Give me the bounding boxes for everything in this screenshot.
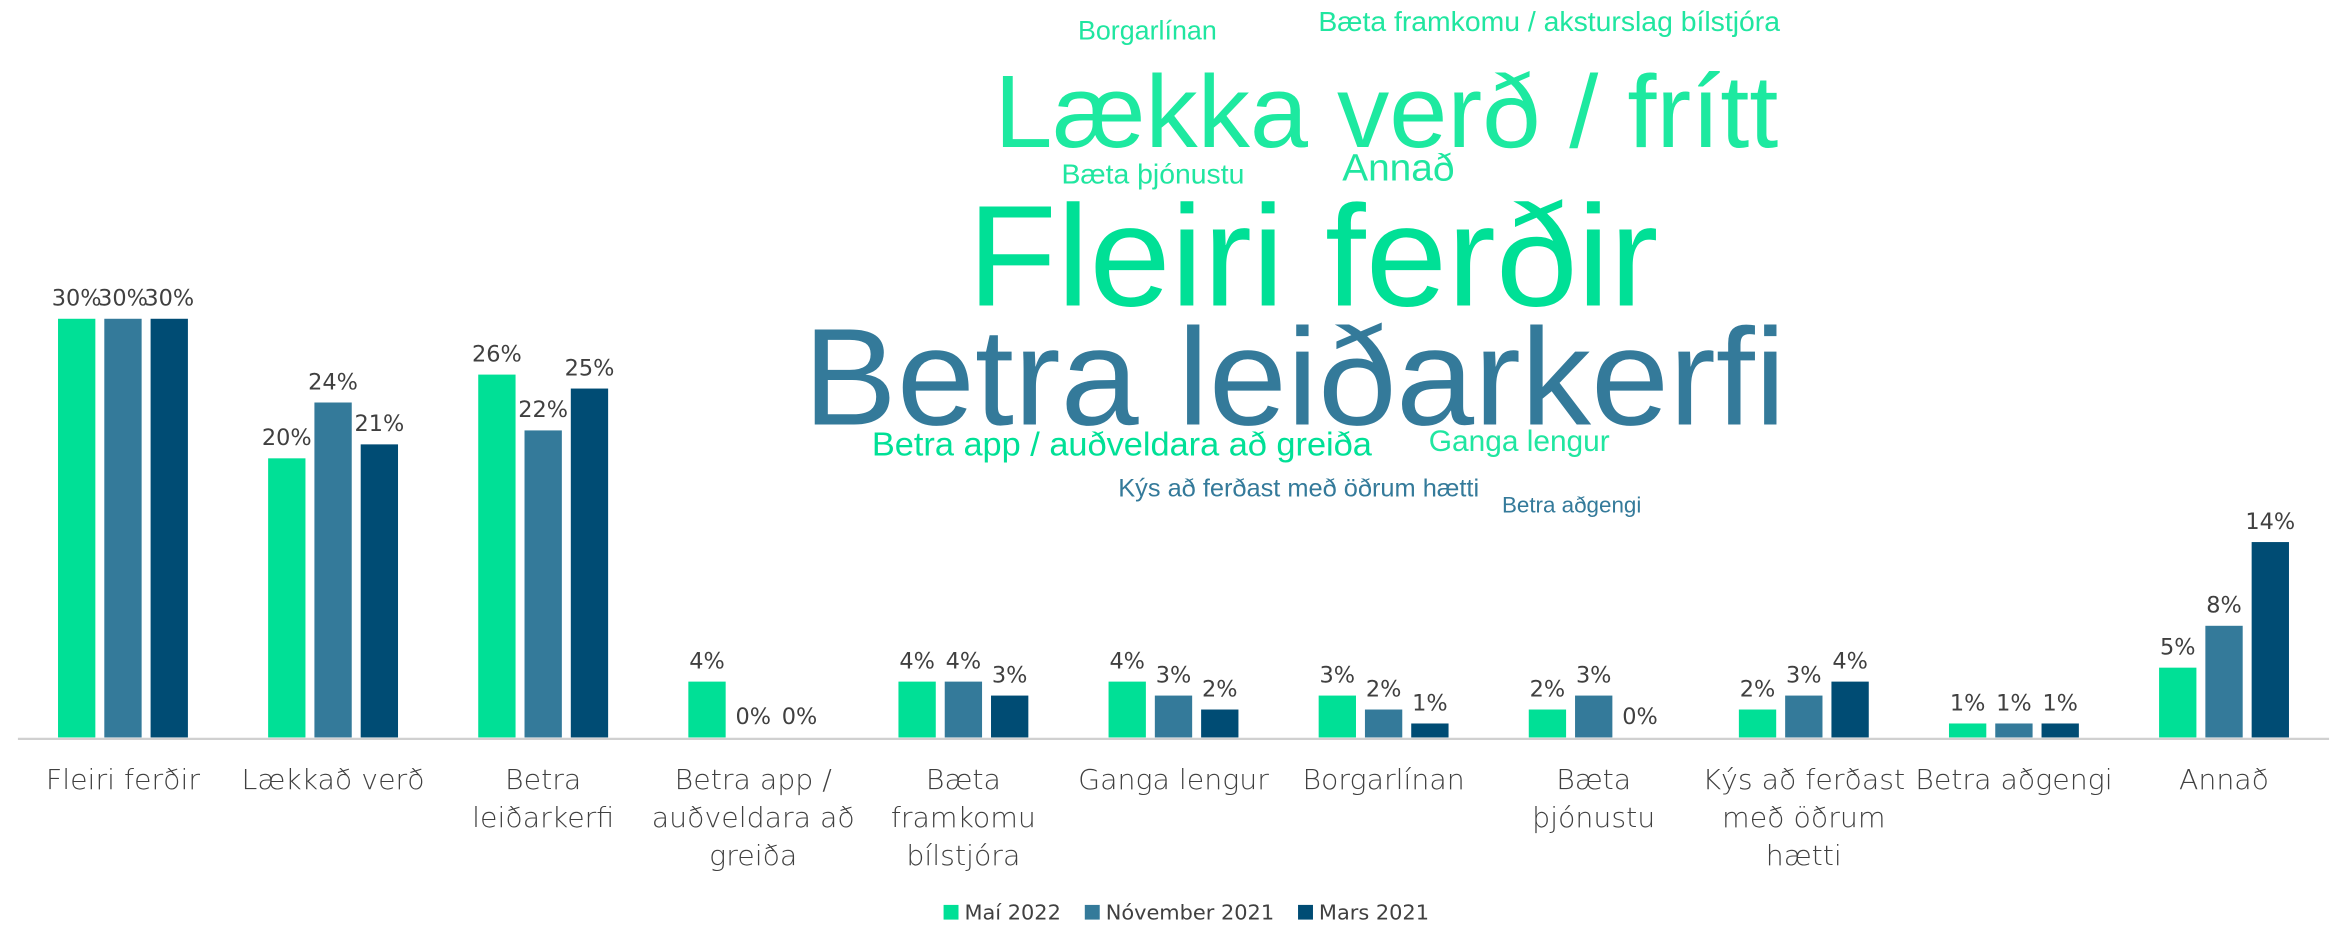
word: Bæta þjónustu [1062, 159, 1245, 190]
word: Betra app / auðveldara að greiða [872, 426, 1372, 464]
bar [1738, 709, 1777, 738]
bar [898, 681, 936, 738]
bar [2041, 723, 2079, 738]
data-label: 4% [1109, 649, 1145, 675]
data-label: 1% [1996, 690, 2032, 716]
bar [1528, 709, 1567, 738]
legend-swatch [1084, 904, 1100, 920]
bar [150, 318, 188, 738]
data-label: 3% [1576, 663, 1612, 689]
bar [2251, 542, 2289, 738]
x-tick-label: Lækkað verð [241, 763, 425, 797]
bar [570, 388, 609, 738]
word: Betra aðgengi [1502, 493, 1641, 518]
data-label: 20% [262, 425, 312, 451]
bar [268, 458, 306, 738]
legend-swatch [943, 904, 959, 920]
data-label: 1% [2042, 690, 2078, 716]
word: Betra leiðarkerfi [803, 300, 1786, 455]
word-cloud: Borgarlínan Bæta framkomu / aksturslag b… [803, 6, 1786, 518]
data-label: 4% [689, 649, 725, 675]
x-tick-label: Fleiri ferðir [45, 763, 201, 797]
data-label: 26% [472, 342, 522, 368]
data-label: 4% [946, 649, 982, 675]
bar [1411, 723, 1449, 738]
data-label: 0% [736, 704, 772, 730]
bar [58, 318, 96, 738]
x-tick-label: Borgarlínan [1302, 763, 1465, 797]
word: Lækka verð / frítt [994, 54, 1778, 169]
bar [360, 444, 399, 738]
word: Fleiri ferðir [967, 176, 1658, 337]
bar [1201, 709, 1239, 738]
data-label: 1% [1950, 690, 1986, 716]
x-tick-label: Annað [2178, 763, 2270, 797]
legend-label: Nóvember 2021 [1106, 901, 1274, 925]
legend-label: Maí 2022 [964, 901, 1060, 925]
data-label: 4% [899, 649, 935, 675]
x-tick-label: Betra app / auðveldara að greiða [651, 763, 855, 873]
x-tick-label: Bæta framkomu bílstjóra [890, 763, 1036, 873]
data-label: 8% [2206, 593, 2242, 619]
bar [1995, 723, 2033, 738]
data-label: 1% [1412, 690, 1448, 716]
bar [688, 681, 726, 738]
data-label: 2% [1366, 676, 1402, 702]
bar [1785, 695, 1823, 738]
data-label: 22% [518, 397, 568, 423]
bar [1108, 681, 1146, 738]
bar [1364, 709, 1403, 738]
data-label: 30% [98, 286, 148, 312]
data-label: 3% [1320, 663, 1356, 689]
bar [2159, 667, 2197, 738]
data-label: 30% [144, 286, 194, 312]
x-tick-label: Betra leiðarkerfi [472, 763, 615, 835]
bar [524, 430, 562, 738]
bar [944, 681, 983, 738]
data-label: 3% [992, 663, 1028, 689]
bar [1318, 695, 1356, 738]
x-tick-label: Kýs að ferðast með öðrum hætti [1702, 763, 1906, 873]
x-tick-label: Betra aðgengi [1915, 763, 2113, 797]
bar [1948, 723, 1987, 738]
bar [991, 695, 1029, 738]
bar [478, 374, 516, 738]
data-label: 30% [52, 286, 102, 312]
word: Ganga lengur [1429, 425, 1610, 458]
data-label: 2% [1202, 676, 1238, 702]
word: Bæta framkomu / aksturslag bílstjóra [1318, 6, 1780, 37]
data-label: 5% [2160, 635, 2196, 661]
word: Annað [1342, 147, 1454, 190]
data-label: 3% [1156, 663, 1192, 689]
bar [1831, 681, 1869, 738]
word: Kýs að ferðast með öðrum hætti [1118, 475, 1479, 503]
data-label: 2% [1740, 676, 1776, 702]
x-tick-label: Ganga lengur [1078, 763, 1269, 797]
data-label: 4% [1832, 649, 1868, 675]
x-tick-label: Bæta þjónustu [1532, 763, 1656, 835]
data-label: 24% [308, 369, 358, 395]
data-label: 0% [782, 704, 818, 730]
legend-label: Mars 2021 [1319, 901, 1429, 925]
bar [2205, 625, 2243, 738]
bar [314, 402, 352, 738]
bar [104, 318, 142, 738]
bar [1575, 695, 1613, 738]
word: Borgarlínan [1078, 16, 1217, 46]
legend-swatch [1298, 904, 1313, 920]
data-label: 14% [2245, 509, 2295, 535]
data-label: 25% [565, 355, 615, 381]
data-label: 21% [354, 411, 404, 437]
data-label: 0% [1622, 704, 1658, 730]
data-label: 3% [1786, 663, 1822, 689]
data-label: 2% [1530, 676, 1566, 702]
bar [1154, 695, 1193, 738]
